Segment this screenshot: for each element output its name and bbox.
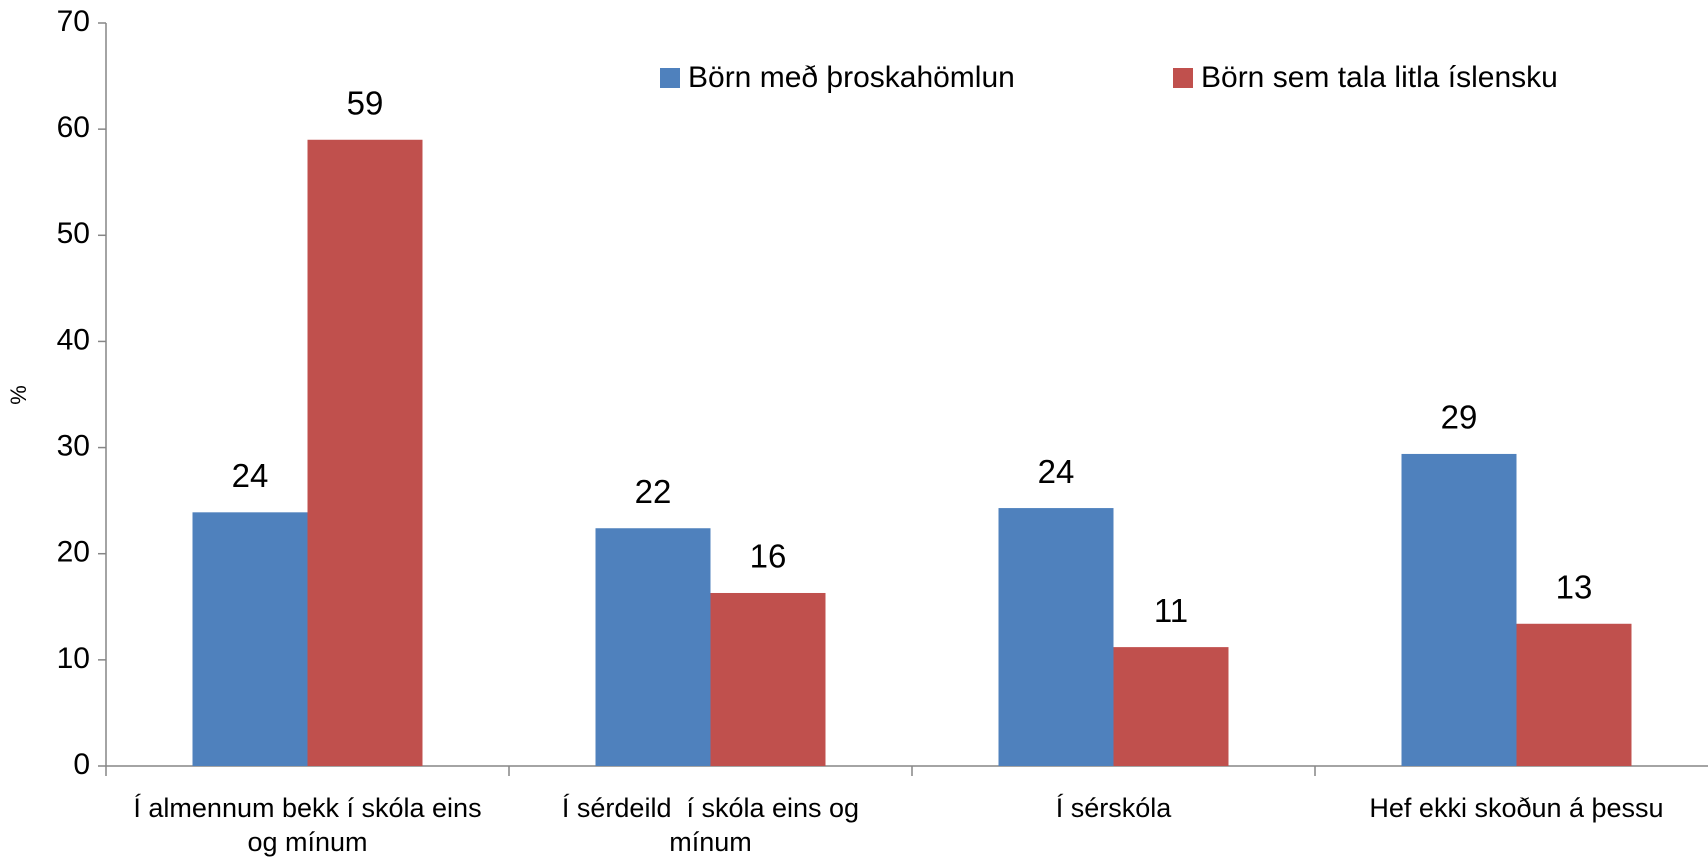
data-label: 29 bbox=[1441, 399, 1478, 436]
bar bbox=[1401, 453, 1517, 766]
data-label: 24 bbox=[1038, 453, 1075, 490]
bar bbox=[307, 139, 423, 766]
y-tick-label: 40 bbox=[57, 323, 90, 356]
data-label: 16 bbox=[750, 538, 787, 575]
data-label: 59 bbox=[347, 84, 384, 121]
y-tick-label: 50 bbox=[57, 217, 90, 250]
y-tick-label: 30 bbox=[57, 429, 90, 462]
bar bbox=[595, 528, 711, 766]
x-tick-label: Í sérskóla bbox=[1055, 793, 1172, 823]
bar bbox=[192, 512, 308, 766]
data-label: 13 bbox=[1556, 568, 1593, 605]
data-label: 24 bbox=[232, 457, 269, 494]
data-label: 11 bbox=[1154, 592, 1188, 629]
legend-swatch bbox=[1173, 68, 1193, 88]
bar bbox=[1113, 647, 1229, 766]
y-tick-label: 20 bbox=[57, 536, 90, 569]
x-tick-label: Hef ekki skoðun á þessu bbox=[1369, 793, 1664, 823]
bar bbox=[1516, 623, 1632, 766]
x-tick-label: Í sérdeild í skóla eins og mínum bbox=[561, 793, 867, 857]
y-tick-label: 60 bbox=[57, 111, 90, 144]
legend-swatch bbox=[660, 68, 680, 88]
data-label: 22 bbox=[635, 473, 672, 510]
legend-label: Börn með þroskahömlun bbox=[688, 61, 1015, 94]
bar bbox=[998, 508, 1114, 766]
legend-label: Börn sem tala litla íslensku bbox=[1201, 61, 1558, 94]
y-tick-label: 0 bbox=[73, 748, 90, 781]
bar bbox=[710, 592, 826, 766]
x-tick-label: Í almennum bekk í skóla eins og mínum bbox=[133, 793, 490, 857]
y-axis-label: % bbox=[6, 385, 31, 405]
y-tick-label: 70 bbox=[57, 5, 90, 38]
y-tick-label: 10 bbox=[57, 642, 90, 675]
